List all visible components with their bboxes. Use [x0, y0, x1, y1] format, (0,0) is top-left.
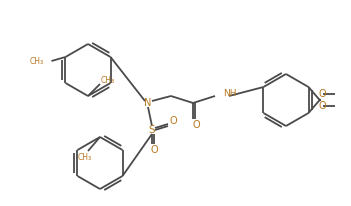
- Text: NH: NH: [223, 89, 237, 97]
- Text: O: O: [150, 145, 158, 155]
- Text: N: N: [144, 98, 152, 108]
- Text: CH₃: CH₃: [78, 152, 92, 162]
- Text: CH₃: CH₃: [101, 76, 115, 84]
- Text: S: S: [149, 125, 155, 135]
- Text: O: O: [319, 101, 326, 111]
- Text: O: O: [169, 116, 177, 126]
- Text: O: O: [192, 120, 200, 130]
- Text: O: O: [319, 89, 326, 99]
- Text: CH₃: CH₃: [29, 56, 44, 66]
